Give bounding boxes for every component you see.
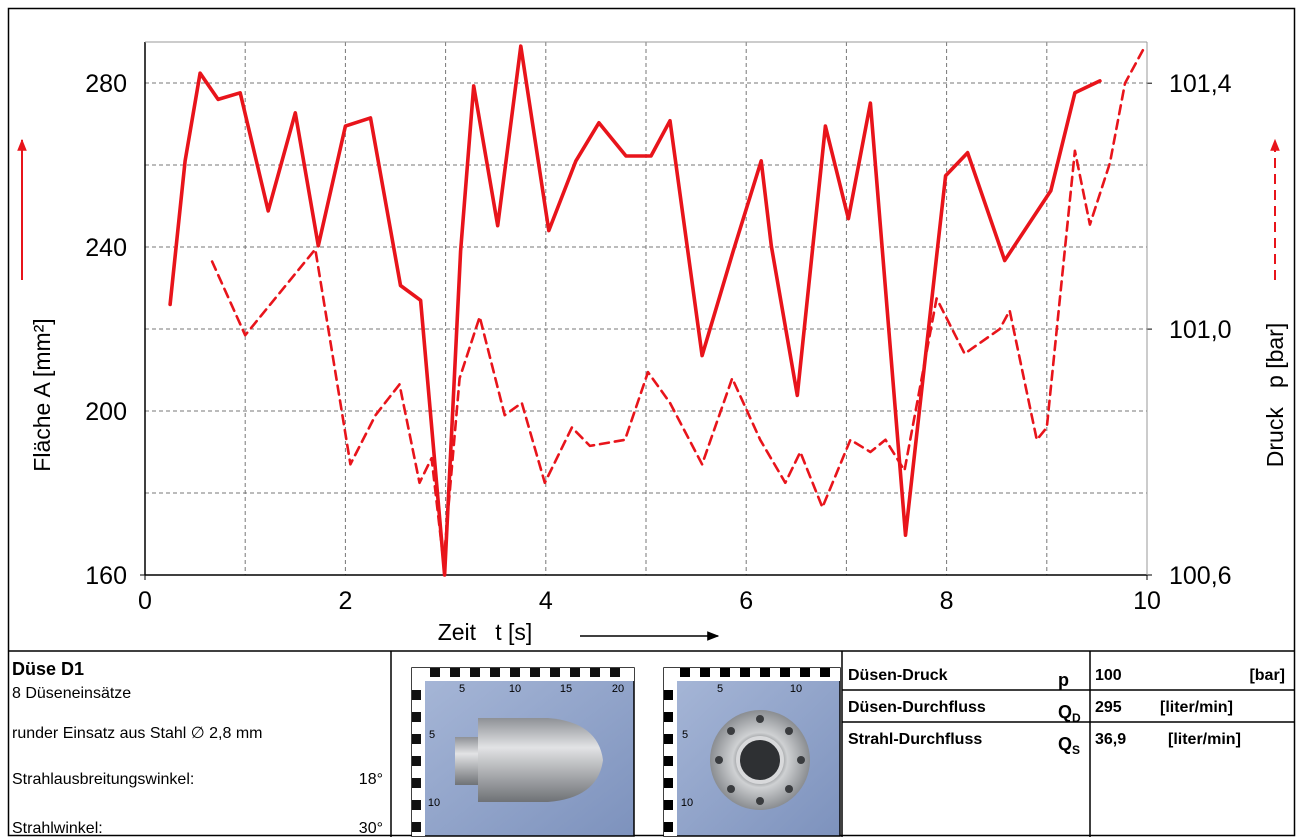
x-tick-label: 0 [138,587,152,615]
y-tick-label: 200 [85,398,127,426]
ruler-label: 15 [560,683,572,695]
param-unit: [bar] [1249,667,1285,684]
symbol-subscript: S [1072,743,1080,757]
symbol-subscript: D [1072,711,1081,725]
ruler-label: 10 [681,797,693,809]
y-tick-label: 160 [85,562,127,590]
angle-label: Strahlausbreitungswinkel: [12,771,194,788]
symbol: p [1058,670,1069,690]
param-symbol: p [1058,670,1069,690]
param-symbol: QD [1058,702,1081,725]
angle-value: 30° [359,820,383,837]
param-value: 100 [1095,667,1122,684]
param-unit: [liter/min] [1160,699,1233,716]
param-label: Düsen-Druck [848,667,948,684]
photo-side: 5 10 15 20 5 10 [411,667,635,837]
nozzle-line: runder Einsatz aus Stahl ∅ 2,8 mm [12,725,263,742]
ruler-label: 5 [429,729,435,741]
plot: 0 2 4 6 8 10 160 200 240 280 100,6 101,0 101,4 [85,41,1232,615]
param-value: 295 [1095,699,1122,716]
ruler-label: 5 [717,683,723,695]
ruler-label: 5 [682,729,688,741]
x-axis-label: Zeit t [s] [438,619,533,645]
x-tick-label: 2 [338,587,352,615]
ruler-label: 20 [612,683,624,695]
y2-tick-label: 100,6 [1169,562,1232,590]
data-line [168,44,1102,577]
ruler-label: 10 [428,797,440,809]
angle-label: Strahlwinkel: [12,820,103,837]
y2-axis-label: Druck p [bar] [1262,323,1288,467]
x-tick-label: 4 [539,587,553,615]
param-label: Düsen-Durchfluss [848,699,986,716]
ruler-label: 10 [790,683,802,695]
y-tick-label: 280 [85,70,127,98]
symbol: Q [1058,734,1072,754]
symbol: Q [1058,702,1072,722]
y-tick-label: 240 [85,234,127,262]
ruler-label: 5 [459,683,465,695]
data-line [210,45,1147,564]
x-tick-label: 10 [1133,587,1161,615]
nozzle-line: 8 Düseneinsätze [12,685,131,702]
param-unit: [liter/min] [1168,731,1241,748]
x-tick-label: 8 [940,587,954,615]
y-axis-label: Fläche A [mm²] [29,318,55,471]
photo-front: 5 10 5 10 [663,667,841,837]
nozzle-title: Düse D1 [12,659,84,679]
y2-tick-label: 101,4 [1169,70,1232,98]
param-label: Strahl-Durchfluss [848,731,982,748]
page-frame [7,7,1296,837]
y2-tick-label: 101,0 [1169,316,1232,344]
angle-value: 18° [359,771,383,788]
param-symbol: QS [1058,734,1080,757]
x-tick-label: 6 [739,587,753,615]
ruler-label: 10 [509,683,521,695]
param-value: 36,9 [1095,731,1126,748]
